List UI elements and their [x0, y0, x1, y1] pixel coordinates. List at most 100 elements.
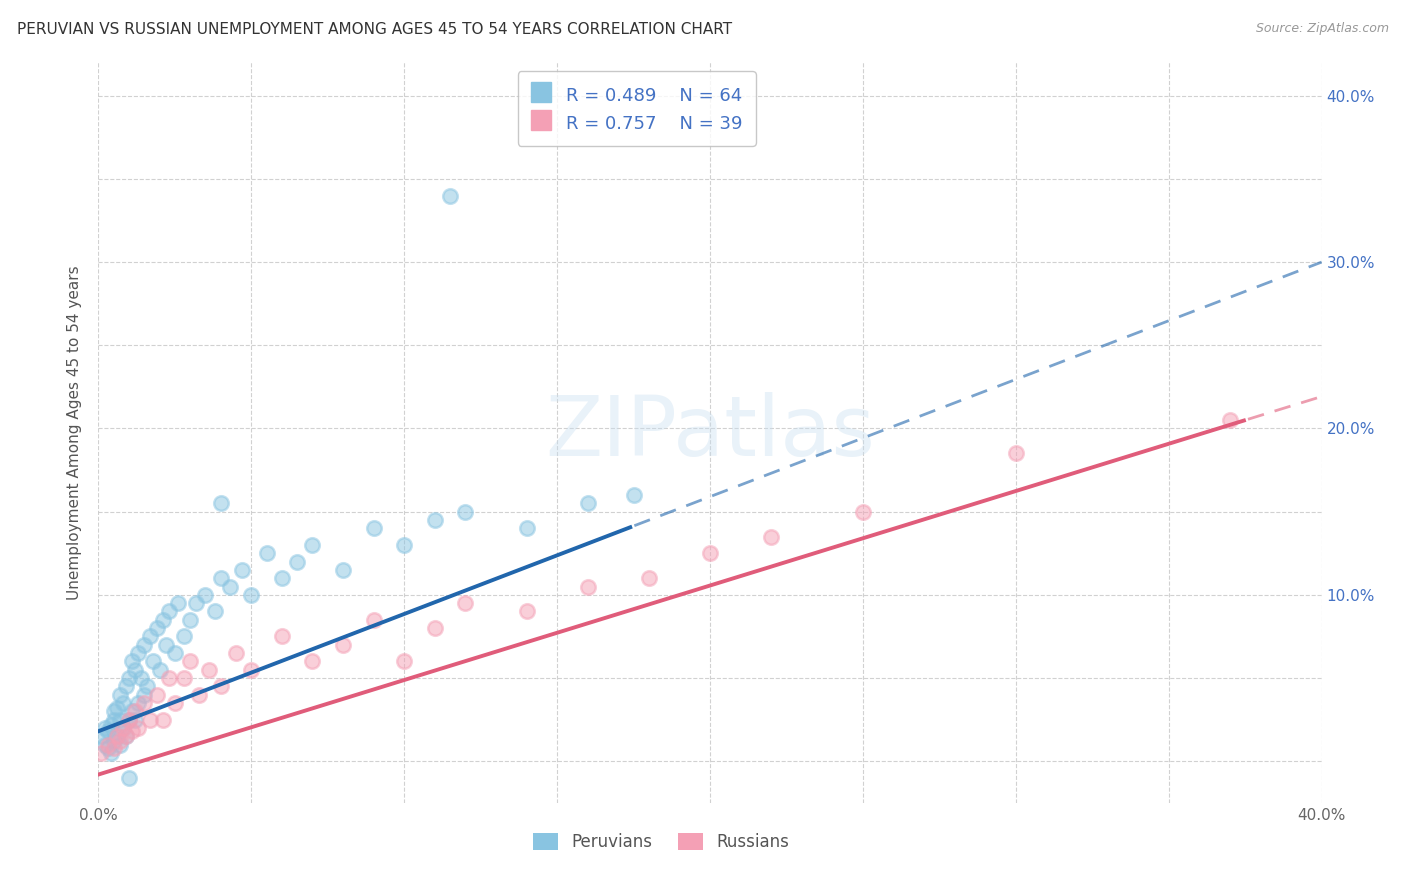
- Point: [179, 613, 201, 627]
- Point: [392, 538, 416, 552]
- Point: [157, 671, 180, 685]
- Point: [285, 555, 308, 569]
- Point: [439, 188, 461, 202]
- Point: [231, 563, 253, 577]
- Point: [127, 696, 149, 710]
- Point: [301, 654, 323, 668]
- Point: [209, 496, 232, 510]
- Point: [1004, 446, 1026, 460]
- Point: [270, 629, 292, 643]
- Point: [93, 721, 115, 735]
- Point: [759, 530, 782, 544]
- Point: [100, 746, 122, 760]
- Point: [454, 596, 477, 610]
- Point: [256, 546, 278, 560]
- Point: [225, 646, 247, 660]
- Point: [332, 638, 354, 652]
- Point: [149, 663, 172, 677]
- Point: [204, 605, 226, 619]
- Point: [209, 571, 232, 585]
- Point: [97, 738, 120, 752]
- Point: [121, 704, 143, 718]
- Point: [108, 713, 131, 727]
- Point: [157, 605, 180, 619]
- Point: [219, 580, 242, 594]
- Point: [363, 521, 385, 535]
- Point: [623, 488, 645, 502]
- Point: [163, 646, 186, 660]
- Point: [90, 746, 112, 760]
- Point: [852, 505, 875, 519]
- Text: PERUVIAN VS RUSSIAN UNEMPLOYMENT AMONG AGES 45 TO 54 YEARS CORRELATION CHART: PERUVIAN VS RUSSIAN UNEMPLOYMENT AMONG A…: [17, 22, 733, 37]
- Point: [152, 613, 174, 627]
- Point: [179, 654, 201, 668]
- Point: [105, 729, 128, 743]
- Point: [142, 654, 165, 668]
- Point: [1219, 413, 1241, 427]
- Point: [108, 688, 131, 702]
- Point: [186, 596, 208, 610]
- Point: [124, 713, 146, 727]
- Point: [108, 734, 131, 748]
- Point: [301, 538, 323, 552]
- Point: [103, 713, 125, 727]
- Point: [194, 588, 217, 602]
- Point: [105, 729, 128, 743]
- Point: [139, 629, 162, 643]
- Point: [115, 729, 138, 743]
- Point: [240, 588, 263, 602]
- Point: [103, 704, 125, 718]
- Point: [121, 654, 143, 668]
- Text: Source: ZipAtlas.com: Source: ZipAtlas.com: [1256, 22, 1389, 36]
- Point: [423, 621, 446, 635]
- Point: [118, 671, 141, 685]
- Legend: Peruvians, Russians: Peruvians, Russians: [527, 826, 796, 857]
- Point: [100, 717, 122, 731]
- Point: [111, 721, 134, 735]
- Point: [240, 663, 263, 677]
- Point: [454, 505, 477, 519]
- Point: [136, 679, 159, 693]
- Point: [124, 704, 146, 718]
- Point: [118, 713, 141, 727]
- Point: [392, 654, 416, 668]
- Point: [209, 679, 232, 693]
- Point: [93, 738, 115, 752]
- Text: ZIPatlas: ZIPatlas: [546, 392, 875, 473]
- Point: [103, 734, 125, 748]
- Point: [363, 613, 385, 627]
- Point: [699, 546, 721, 560]
- Point: [516, 521, 538, 535]
- Point: [197, 663, 219, 677]
- Point: [115, 729, 138, 743]
- Point: [173, 671, 195, 685]
- Point: [111, 721, 134, 735]
- Point: [270, 571, 292, 585]
- Point: [127, 646, 149, 660]
- Point: [167, 596, 190, 610]
- Point: [105, 701, 128, 715]
- Point: [103, 740, 125, 755]
- Point: [139, 713, 162, 727]
- Point: [97, 724, 120, 739]
- Point: [145, 688, 167, 702]
- Point: [115, 679, 138, 693]
- Point: [90, 729, 112, 743]
- Point: [423, 513, 446, 527]
- Point: [576, 580, 599, 594]
- Point: [637, 571, 661, 585]
- Point: [173, 629, 195, 643]
- Point: [134, 696, 156, 710]
- Point: [332, 563, 354, 577]
- Point: [111, 696, 134, 710]
- Point: [145, 621, 167, 635]
- Point: [97, 740, 120, 755]
- Point: [118, 771, 141, 785]
- Point: [127, 721, 149, 735]
- Point: [134, 638, 156, 652]
- Point: [129, 671, 152, 685]
- Point: [118, 713, 141, 727]
- Point: [108, 738, 131, 752]
- Point: [124, 663, 146, 677]
- Point: [576, 496, 599, 510]
